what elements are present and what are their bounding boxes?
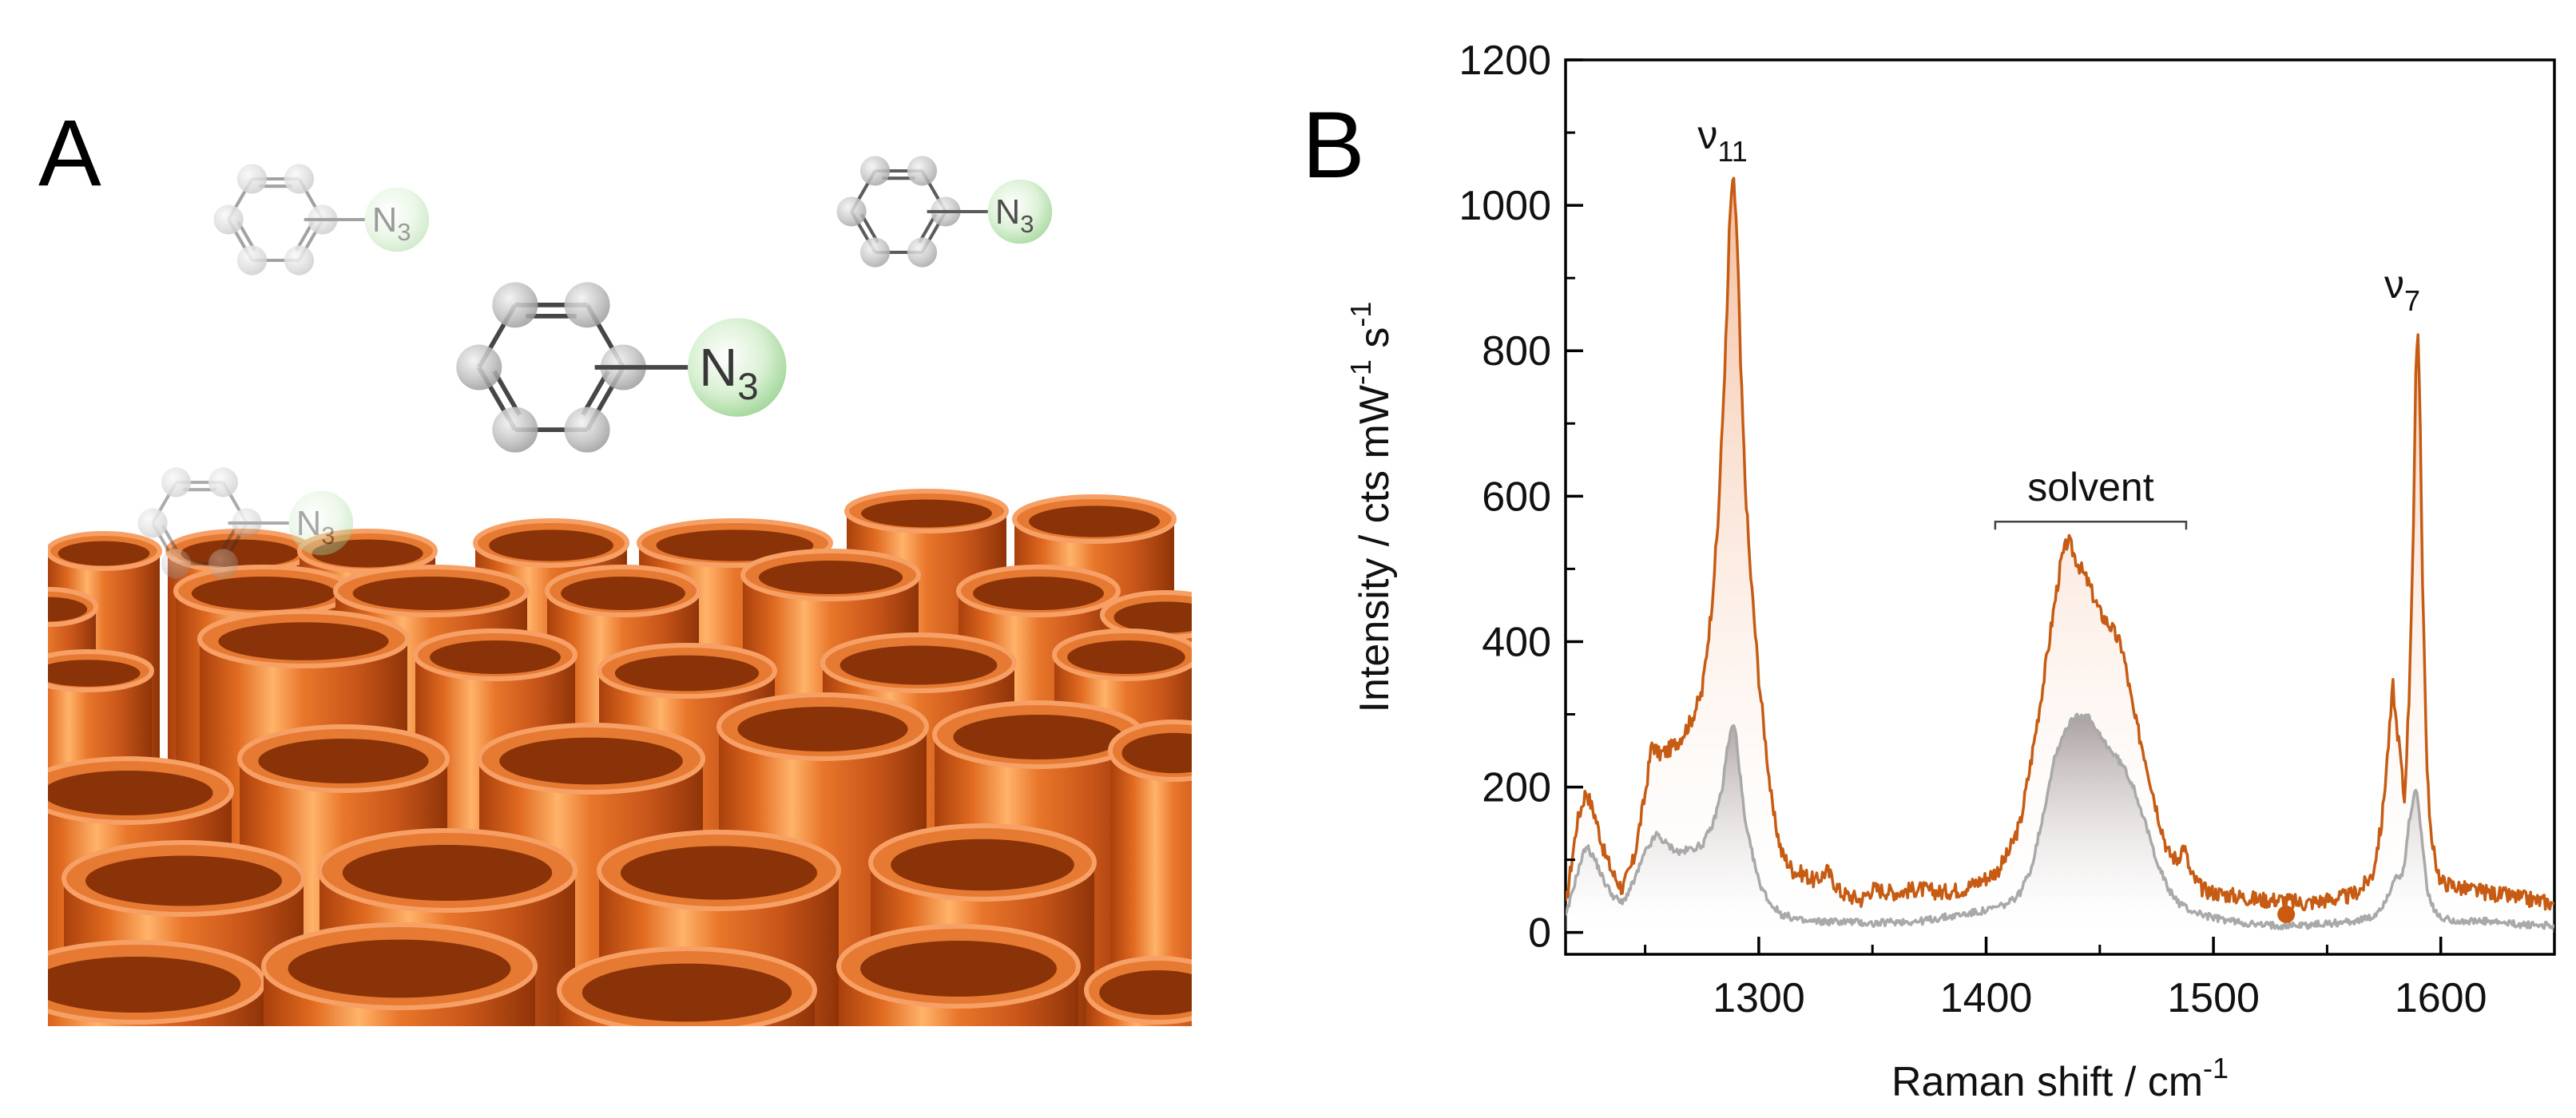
copper-nanotube-array	[48, 489, 1192, 1026]
azide-label: N3	[372, 201, 411, 246]
plot-frame	[1564, 58, 2556, 956]
nu7-label: ν7	[2384, 262, 2420, 317]
y-tick-label: 800	[1482, 328, 1551, 375]
x-tick-label: 1400	[1940, 975, 2033, 1021]
y-tick-label: 1200	[1459, 38, 1551, 84]
nanotube	[48, 940, 266, 1026]
nanotube	[836, 924, 1081, 1026]
series-line-gray	[1566, 712, 2554, 930]
azide-label: N3	[296, 505, 335, 549]
x-tick-label: 1600	[2395, 975, 2487, 1021]
data-marker	[2277, 905, 2296, 923]
nanotube	[1084, 956, 1192, 1026]
phenyl-azide-molecule: N3	[213, 164, 430, 276]
y-tick-label: 200	[1482, 765, 1551, 811]
x-tick-label: 1300	[1713, 975, 1805, 1021]
series-line-orange	[1566, 176, 2554, 912]
y-tick-label: 1000	[1459, 183, 1551, 229]
y-axis-title: Intensity / cts mW-1 s-1	[1344, 302, 1398, 713]
x-axis-title: Raman shift / cm-1	[1891, 1052, 2229, 1105]
y-tick-label: 600	[1482, 474, 1551, 520]
solvent-label: solvent	[2027, 465, 2154, 509]
panel-label-b: B	[1302, 93, 1365, 198]
y-tick-label: 0	[1528, 910, 1551, 957]
x-tick-label: 1500	[2167, 975, 2260, 1021]
spectrum-lines	[1566, 176, 2554, 930]
azide-label: N3	[995, 193, 1034, 238]
y-axis: 0 200 400 600 800 1000 1200	[1459, 38, 1583, 957]
phenyl-azide-molecule: N3	[456, 282, 787, 453]
phenyl-azide-molecule: N3	[836, 156, 1053, 268]
spectrum-fills	[1566, 178, 2554, 933]
azide-label: N3	[699, 339, 758, 408]
nu11-label: ν11	[1697, 113, 1747, 168]
panel-b: B 0 200 400 600 800 1000 1200 1300 1400 1500 1600…	[1302, 38, 2556, 1105]
nanotube	[261, 922, 538, 1026]
y-tick-label: 400	[1482, 619, 1551, 665]
panel-a: A N3 N3 N3 N3	[38, 101, 1192, 1026]
annotations: ν11 ν7 solvent	[1697, 113, 2420, 923]
series-fill-gray	[1566, 714, 2554, 933]
panel-label-a: A	[38, 101, 101, 206]
nanotube	[557, 946, 817, 1026]
phenyl-azide-molecule: N3	[137, 467, 354, 579]
x-axis: 1300 1400 1500 1600	[1644, 937, 2556, 1021]
phenyl-azide-molecules: N3 N3 N3 N3	[137, 156, 1053, 579]
solvent-bracket	[1994, 520, 2188, 530]
